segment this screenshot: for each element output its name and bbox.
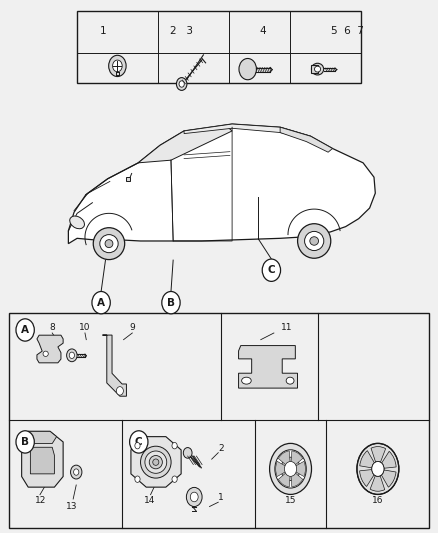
Ellipse shape [297, 224, 331, 259]
Polygon shape [102, 335, 127, 396]
Wedge shape [290, 469, 303, 487]
Circle shape [172, 476, 177, 482]
Text: 16: 16 [372, 496, 384, 505]
Bar [9, 313, 429, 528]
Polygon shape [30, 447, 54, 474]
Circle shape [74, 469, 79, 475]
Circle shape [284, 462, 297, 477]
Wedge shape [279, 451, 290, 469]
Circle shape [71, 465, 82, 479]
Ellipse shape [141, 446, 171, 478]
Ellipse shape [304, 231, 324, 251]
Bar [311, 66, 318, 73]
Bar [126, 177, 131, 181]
Ellipse shape [314, 66, 321, 72]
Circle shape [113, 60, 122, 72]
Polygon shape [21, 431, 63, 487]
Wedge shape [290, 461, 305, 477]
Polygon shape [37, 335, 63, 363]
Text: 10: 10 [79, 324, 91, 332]
Polygon shape [68, 124, 375, 244]
Ellipse shape [100, 235, 118, 253]
Ellipse shape [242, 377, 251, 384]
Circle shape [109, 55, 126, 77]
Polygon shape [280, 127, 332, 152]
Circle shape [162, 292, 180, 314]
Text: 4: 4 [259, 27, 266, 36]
Circle shape [179, 81, 184, 87]
Text: C: C [268, 265, 275, 275]
Circle shape [135, 476, 140, 482]
Wedge shape [378, 469, 396, 487]
Text: 13: 13 [66, 502, 78, 511]
Circle shape [69, 352, 74, 359]
Ellipse shape [93, 228, 125, 260]
Circle shape [275, 450, 306, 488]
Circle shape [177, 78, 187, 91]
Polygon shape [131, 437, 181, 487]
Circle shape [239, 59, 256, 80]
Circle shape [262, 259, 281, 281]
Ellipse shape [105, 240, 113, 248]
Circle shape [92, 292, 110, 314]
Ellipse shape [310, 237, 318, 245]
Circle shape [117, 386, 124, 395]
Circle shape [281, 457, 300, 481]
Polygon shape [138, 127, 232, 163]
Text: 1: 1 [218, 494, 224, 503]
Ellipse shape [145, 451, 167, 473]
Wedge shape [290, 451, 303, 469]
Circle shape [130, 431, 148, 453]
Bar [77, 11, 361, 83]
Text: B: B [167, 297, 175, 308]
Text: 5  6  7: 5 6 7 [332, 27, 364, 36]
Wedge shape [378, 451, 396, 469]
Ellipse shape [43, 351, 48, 357]
Ellipse shape [286, 377, 294, 384]
Circle shape [67, 349, 77, 362]
Circle shape [190, 492, 198, 502]
Circle shape [372, 462, 384, 477]
Text: 8: 8 [49, 324, 55, 332]
Circle shape [270, 443, 311, 495]
Circle shape [135, 442, 140, 449]
Ellipse shape [311, 63, 324, 75]
Text: 2: 2 [218, 444, 224, 453]
Circle shape [16, 319, 34, 341]
Text: 2   3: 2 3 [170, 27, 194, 36]
Wedge shape [276, 461, 290, 477]
Text: 12: 12 [35, 496, 46, 505]
Wedge shape [360, 450, 378, 469]
Circle shape [372, 462, 384, 477]
Polygon shape [24, 431, 57, 443]
Circle shape [172, 442, 177, 449]
Text: 14: 14 [144, 496, 155, 505]
Circle shape [184, 448, 192, 458]
Text: 15: 15 [285, 496, 296, 505]
Circle shape [16, 431, 34, 453]
Polygon shape [184, 124, 311, 140]
Polygon shape [239, 345, 297, 388]
Ellipse shape [70, 216, 85, 229]
Text: C: C [135, 437, 143, 447]
Ellipse shape [149, 456, 162, 469]
Text: B: B [21, 437, 29, 447]
Wedge shape [360, 469, 378, 487]
Text: 1: 1 [100, 27, 106, 36]
Wedge shape [370, 469, 385, 491]
Wedge shape [371, 447, 385, 469]
Wedge shape [279, 469, 290, 487]
Ellipse shape [153, 459, 159, 465]
Text: A: A [21, 325, 29, 335]
Text: A: A [97, 297, 105, 308]
Text: 9: 9 [129, 324, 135, 332]
Circle shape [357, 443, 399, 495]
Circle shape [187, 487, 202, 506]
Text: 11: 11 [281, 324, 293, 332]
